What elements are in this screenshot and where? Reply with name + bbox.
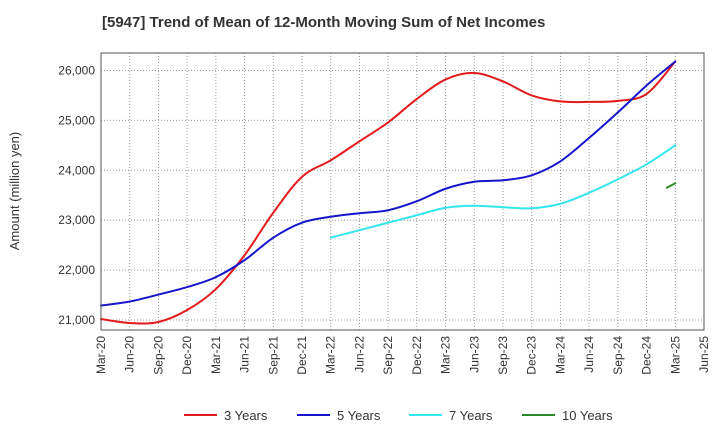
y-tick-label: 23,000 (58, 213, 95, 227)
x-tick-label: Dec-21 (295, 336, 309, 375)
x-tick-label: Sep-23 (496, 336, 510, 375)
x-tick-label: Dec-22 (410, 336, 424, 375)
grid-lines (101, 53, 704, 330)
x-tick-label: Mar-21 (209, 336, 223, 374)
series-line-7-years (329, 144, 677, 239)
x-tick-label: Jun-22 (352, 336, 366, 373)
x-tick-label: Sep-24 (611, 336, 625, 375)
x-tick-label: Mar-20 (94, 336, 108, 374)
series-lines (100, 60, 677, 325)
legend: 3 Years 5 Years 7 Years 10 Years (184, 408, 613, 423)
x-tick-label: Dec-24 (640, 336, 654, 375)
y-tick-label: 22,000 (58, 263, 95, 277)
x-tick-label: Sep-20 (151, 336, 165, 375)
x-tick-label: Mar-22 (324, 336, 338, 374)
chart-title: [5947] Trend of Mean of 12-Month Moving … (102, 14, 546, 31)
x-tick-label: Jun-21 (238, 336, 252, 373)
x-tick-label: Mar-25 (668, 336, 682, 374)
y-axis-title: Amount (million yen) (7, 132, 22, 251)
legend-label-10-years: 10 Years (562, 408, 613, 423)
x-tick-labels: Mar-20 Jun-20 Sep-20 Dec-20 Mar-21 Jun-21 Sep-… (94, 336, 711, 375)
y-tick-label: 21,000 (58, 313, 95, 327)
plot-area (101, 53, 704, 330)
x-tick-label: Jun-24 (582, 336, 596, 373)
legend-label-5-years: 5 Years (337, 408, 381, 423)
y-tick-label: 24,000 (58, 163, 95, 177)
legend-label-3-years: 3 Years (224, 408, 268, 423)
legend-label-7-years: 7 Years (449, 408, 493, 423)
x-tick-label: Mar-23 (439, 336, 453, 374)
x-tick-label: Jun-23 (467, 336, 481, 373)
x-tick-label: Dec-23 (525, 336, 539, 375)
y-tick-labels: 21,000 22,000 23,000 24,000 25,000 26,000 (58, 63, 95, 327)
plot-frame (100, 52, 705, 331)
y-tick-label: 26,000 (58, 63, 95, 77)
x-tick-label: Mar-24 (553, 336, 567, 374)
series-line-3-years (100, 60, 677, 325)
x-tick-label: Dec-20 (180, 336, 194, 375)
series-line-5-years (100, 60, 677, 307)
x-tick-label: Sep-22 (381, 336, 395, 375)
series-line-10-years (665, 182, 677, 189)
x-tick-label: Sep-21 (266, 336, 280, 375)
x-tick-label: Jun-20 (123, 336, 137, 373)
y-tick-label: 25,000 (58, 113, 95, 127)
x-tick-label: Jun-25 (697, 336, 711, 373)
